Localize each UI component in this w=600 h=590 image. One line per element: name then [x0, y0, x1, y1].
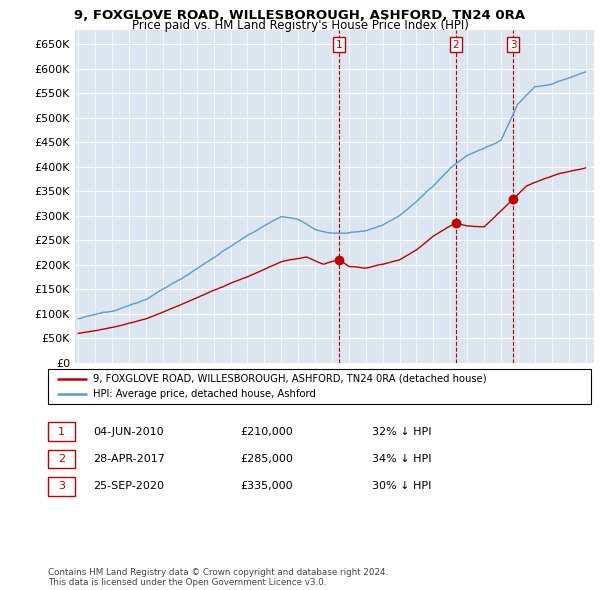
Text: £210,000: £210,000	[240, 427, 293, 437]
Text: 30% ↓ HPI: 30% ↓ HPI	[372, 481, 431, 491]
Text: 3: 3	[510, 40, 517, 50]
Text: 2: 2	[58, 454, 65, 464]
Text: Contains HM Land Registry data © Crown copyright and database right 2024.
This d: Contains HM Land Registry data © Crown c…	[48, 568, 388, 587]
Text: 25-SEP-2020: 25-SEP-2020	[93, 481, 164, 491]
Text: 9, FOXGLOVE ROAD, WILLESBOROUGH, ASHFORD, TN24 0RA (detached house): 9, FOXGLOVE ROAD, WILLESBOROUGH, ASHFORD…	[93, 373, 487, 384]
Text: 9, FOXGLOVE ROAD, WILLESBOROUGH, ASHFORD, TN24 0RA: 9, FOXGLOVE ROAD, WILLESBOROUGH, ASHFORD…	[74, 9, 526, 22]
Text: 28-APR-2017: 28-APR-2017	[93, 454, 165, 464]
Text: 3: 3	[58, 481, 65, 491]
Text: £285,000: £285,000	[240, 454, 293, 464]
Text: 2: 2	[452, 40, 459, 50]
Text: 34% ↓ HPI: 34% ↓ HPI	[372, 454, 431, 464]
Text: £335,000: £335,000	[240, 481, 293, 491]
Text: Price paid vs. HM Land Registry's House Price Index (HPI): Price paid vs. HM Land Registry's House …	[131, 19, 469, 32]
Text: 32% ↓ HPI: 32% ↓ HPI	[372, 427, 431, 437]
Text: 04-JUN-2010: 04-JUN-2010	[93, 427, 164, 437]
Text: 1: 1	[58, 427, 65, 437]
Text: 1: 1	[336, 40, 343, 50]
Text: HPI: Average price, detached house, Ashford: HPI: Average price, detached house, Ashf…	[93, 389, 316, 399]
